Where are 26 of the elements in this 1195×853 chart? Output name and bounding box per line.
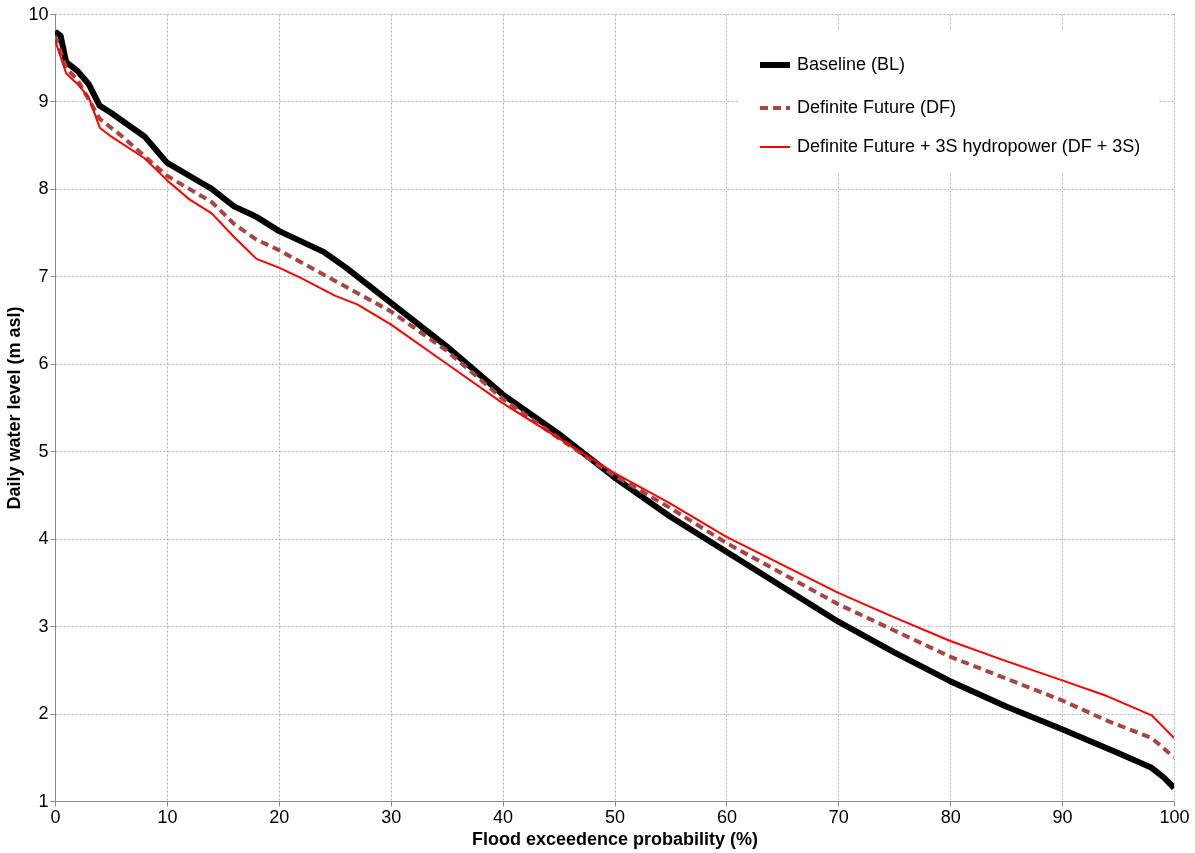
x-tick-label: 60 [716, 806, 737, 827]
y-tick-label: 9 [38, 90, 49, 111]
x-tick-label: 80 [940, 806, 961, 827]
x-tick-label: 0 [50, 806, 61, 827]
x-tick-label: 70 [828, 806, 849, 827]
x-tick-label: 40 [493, 806, 514, 827]
x-tick-label: 30 [381, 806, 402, 827]
x-tick-label: 100 [1159, 806, 1190, 827]
y-tick-label: 2 [38, 703, 49, 724]
y-axis-title: Daily water level (m asl) [4, 306, 25, 510]
y-tick-label: 5 [38, 440, 49, 461]
y-tick-label: 3 [38, 615, 49, 636]
y-tick-label: 1 [38, 790, 49, 811]
x-axis-title: Flood exceedence probability (%) [471, 828, 759, 849]
x-tick-label: 90 [1052, 806, 1073, 827]
y-tick-label: 4 [38, 528, 49, 549]
legend-label: Baseline (BL) [797, 54, 906, 74]
legend-label: Definite Future + 3S hydropower (DF + 3S) [797, 136, 1141, 156]
x-tick-label: 20 [269, 806, 290, 827]
y-tick-label: 8 [38, 178, 49, 199]
y-tick-label: 6 [38, 353, 49, 374]
legend-label: Definite Future (DF) [797, 97, 957, 117]
x-tick-label: 10 [157, 806, 178, 827]
y-tick-label: 10 [28, 3, 49, 24]
y-tick-label: 7 [38, 265, 49, 286]
x-tick-label: 50 [604, 806, 626, 827]
